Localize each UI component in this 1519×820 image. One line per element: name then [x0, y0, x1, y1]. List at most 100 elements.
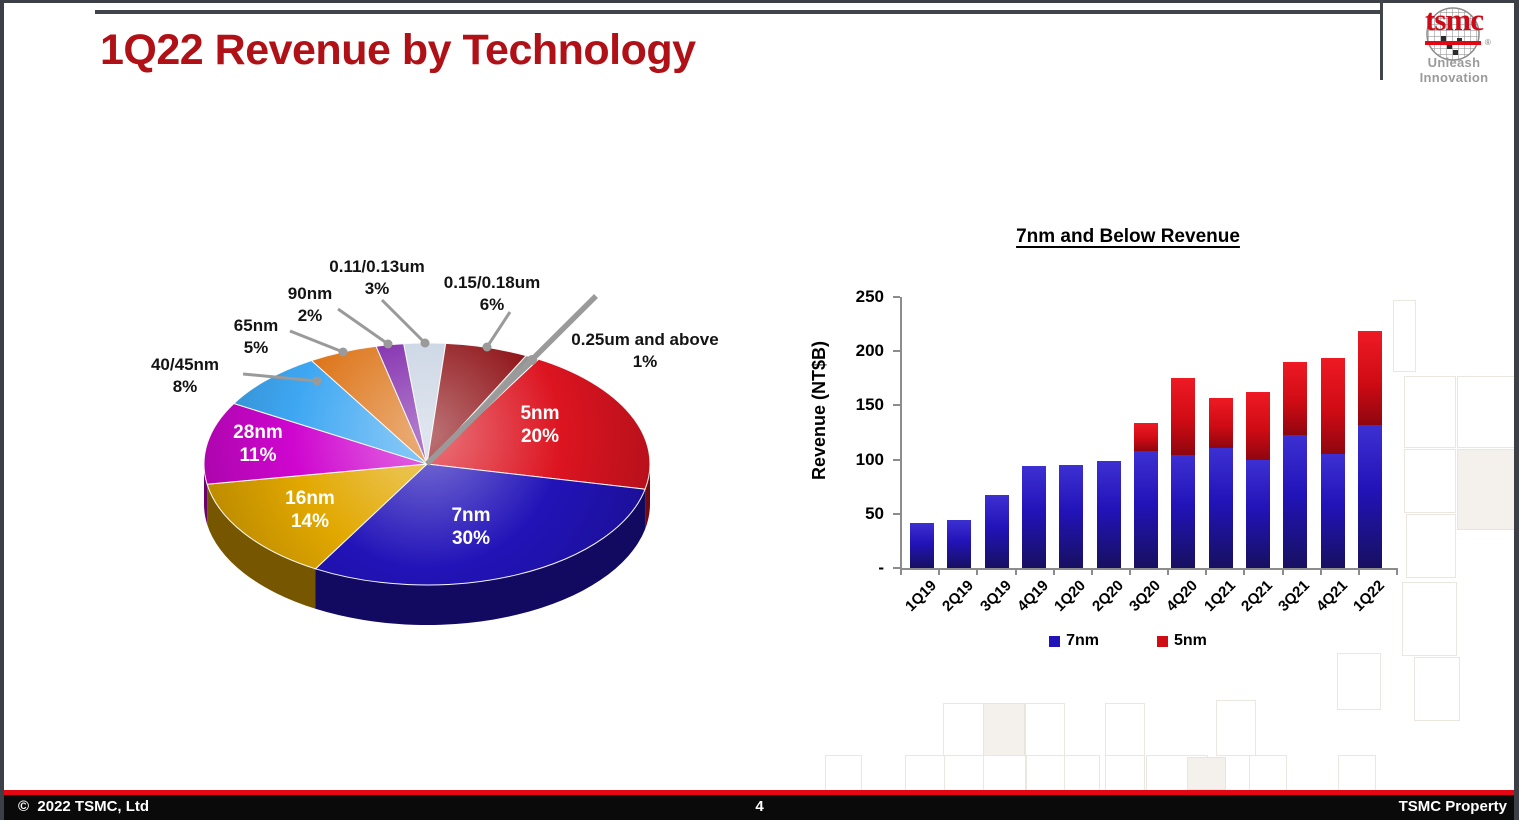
background-tile	[1404, 449, 1456, 513]
page-title: 1Q22 Revenue by Technology	[100, 26, 696, 74]
x-tick-mark	[1052, 570, 1055, 575]
background-tile	[825, 755, 862, 791]
leader-dot-65nm	[338, 347, 348, 357]
footer-copyright: © 2022 TSMC, Ltd	[18, 798, 150, 815]
x-tick-label-3Q20: 3Q20	[1126, 577, 1164, 615]
legend: 7nm 5nm	[880, 632, 1376, 650]
pie-label-5nm: 5nm 20%	[520, 403, 560, 447]
x-tick-mark	[938, 570, 941, 575]
bar-5nm-1Q22	[1358, 330, 1382, 425]
tsmc-logo: tsmc ® Unleash Innovation	[1392, 2, 1516, 85]
pie-slice-90nm	[375, 343, 428, 465]
leader-dot-0.25um	[527, 355, 537, 365]
background-tile	[1064, 755, 1100, 791]
background-tile	[1025, 703, 1065, 756]
bar-7nm-4Q19	[1022, 466, 1046, 568]
x-tick-mark	[1357, 570, 1360, 575]
pie-label-40/45nm: 40/45nm 8%	[150, 355, 220, 396]
background-tile	[1457, 449, 1518, 530]
leader-line-40/45nm	[242, 372, 318, 383]
pie-label-0.15/0.18um: 0.15/0.18um 6%	[443, 273, 541, 314]
bar-7nm-2Q21	[1246, 459, 1270, 568]
bar-5nm-4Q21	[1320, 357, 1345, 455]
background-tile	[1404, 376, 1456, 448]
y-tick-mark	[893, 512, 900, 515]
y-tick-label-250: 250	[855, 287, 884, 306]
viewer-panel-divider	[1380, 0, 1383, 80]
bar-5nm-3Q21	[1283, 362, 1308, 435]
bar-7nm-1Q22	[1358, 424, 1382, 568]
leader-line-65nm	[289, 329, 344, 354]
bar-7nm-2Q20	[1096, 460, 1121, 568]
background-tile	[943, 703, 985, 756]
leader-dot-0.15/0.18um	[482, 342, 492, 352]
y-tick-mark	[893, 458, 900, 461]
x-tick-label-3Q21: 3Q21	[1275, 577, 1314, 615]
x-tick-label-1Q19: 1Q19	[902, 577, 941, 615]
background-tile	[1026, 755, 1065, 791]
bar-7nm-4Q21	[1320, 454, 1345, 568]
bar-7nm-3Q20	[1134, 450, 1158, 568]
x-tick-label-1Q21: 1Q21	[1200, 577, 1239, 615]
y-tick-label-150: 150	[855, 395, 884, 415]
background-tile	[1249, 755, 1287, 791]
legend-label-5nm: 5nm	[1174, 632, 1207, 649]
x-tick-mark	[1281, 570, 1284, 575]
background-tile	[1393, 300, 1416, 372]
x-tick-label-4Q21: 4Q21	[1312, 577, 1351, 615]
leader-line-0.15/0.18um	[485, 311, 512, 348]
x-tick-label-4Q20: 4Q20	[1163, 577, 1202, 615]
x-tick-mark	[1319, 570, 1322, 575]
leader-dot-90nm	[383, 339, 393, 349]
pie-label-16nm: 16nm 14%	[285, 488, 335, 532]
y-tick-mark	[893, 567, 900, 569]
bar-7nm-3Q19	[984, 495, 1009, 568]
x-tick-mark	[976, 570, 979, 575]
viewer-edge-left	[0, 0, 4, 820]
wafer-icon	[1426, 7, 1480, 61]
x-tick-label-2Q21: 2Q21	[1238, 577, 1276, 615]
x-tick-mark	[1243, 570, 1246, 575]
pie-slice-0.15/0.18um	[426, 342, 528, 466]
legend-label-7nm: 7nm	[1066, 632, 1099, 649]
viewer-edge-right	[1514, 0, 1519, 820]
y-tick-label-200: 200	[855, 341, 884, 361]
bar-plot-area	[900, 297, 1398, 570]
x-tick-mark	[1396, 570, 1398, 575]
x-tick-label-2Q20: 2Q20	[1088, 577, 1127, 615]
pie-label-0.11/0.13um: 0.11/0.13um 3%	[329, 257, 425, 298]
pie-label-90nm: 90nm 2%	[287, 284, 333, 325]
x-tick-label-1Q20: 1Q20	[1051, 577, 1090, 615]
background-tile	[1338, 755, 1376, 791]
x-tick-mark	[1128, 570, 1131, 575]
bar-7nm-3Q21	[1283, 434, 1308, 568]
y-tick-mark	[893, 350, 900, 353]
registered-mark-icon: ®	[1485, 38, 1491, 47]
x-tick-mark	[900, 570, 902, 575]
bar-5nm-4Q20	[1171, 378, 1196, 456]
background-tile	[1406, 514, 1456, 578]
legend-swatch-7nm	[1049, 635, 1061, 647]
y-tick-mark	[893, 296, 900, 298]
logo-wordmark: tsmc	[1425, 2, 1484, 37]
bar-7nm-2Q19	[947, 520, 972, 568]
background-tile	[983, 755, 1026, 791]
x-tick-mark	[1167, 570, 1170, 575]
x-tick-mark	[1014, 570, 1017, 575]
background-tile	[905, 755, 945, 791]
x-tick-label-3Q19: 3Q19	[976, 577, 1015, 615]
logo-underline	[1425, 41, 1481, 45]
legend-swatch-5nm	[1157, 635, 1168, 647]
pie-slice-0.11/0.13um	[403, 342, 447, 465]
bar-7nm-1Q19	[910, 522, 934, 568]
background-tile	[1216, 700, 1256, 756]
pie-slice-65nm	[310, 345, 428, 465]
y-tick-label--: -	[878, 558, 884, 577]
y-tick-label-50: 50	[865, 503, 884, 523]
pie-label-65nm: 65nm 5%	[233, 316, 279, 357]
bar-5nm-3Q20	[1134, 422, 1158, 451]
viewer-shadow-line	[95, 10, 1381, 14]
x-tick-mark	[1205, 570, 1208, 575]
leader-dot-40/45nm	[312, 376, 322, 386]
